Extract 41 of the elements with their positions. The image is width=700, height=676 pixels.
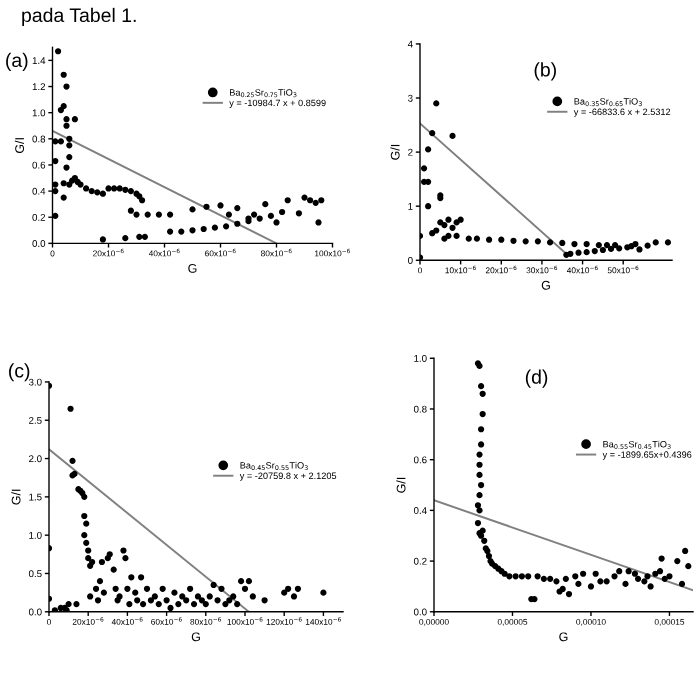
- point: [498, 236, 505, 243]
- point: [534, 238, 541, 245]
- text: (c): [9, 363, 30, 382]
- point: [595, 242, 602, 249]
- point: [607, 245, 615, 253]
- point: [445, 216, 452, 223]
- point: [583, 240, 590, 248]
- point: [652, 239, 659, 246]
- point: [644, 242, 651, 249]
- point: [465, 235, 472, 242]
- point: [453, 232, 460, 240]
- point: [441, 222, 448, 229]
- annotation: (d): [525, 369, 548, 388]
- point: [546, 239, 554, 246]
- point: [445, 232, 452, 240]
- point: [575, 249, 582, 256]
- point: [449, 224, 456, 231]
- point: [603, 242, 611, 249]
- point: [611, 242, 619, 249]
- point: [473, 235, 481, 242]
- point: [522, 238, 529, 245]
- point: [510, 237, 517, 244]
- point: [429, 130, 436, 137]
- point: [425, 178, 432, 185]
- annotation: (b): [534, 62, 556, 81]
- point: [571, 240, 578, 248]
- point: [599, 246, 607, 254]
- point: [420, 165, 428, 172]
- text: pada Tabel 1.: [22, 7, 136, 26]
- point: [616, 245, 623, 252]
- point: [425, 146, 432, 153]
- point: [433, 100, 440, 107]
- point: [583, 249, 590, 256]
- point: [485, 236, 493, 243]
- point: [664, 239, 672, 246]
- point: [449, 132, 456, 139]
- point: [636, 246, 643, 253]
- text: (a): [6, 52, 28, 71]
- point: [559, 239, 566, 247]
- point: [591, 247, 598, 255]
- point: [425, 203, 432, 210]
